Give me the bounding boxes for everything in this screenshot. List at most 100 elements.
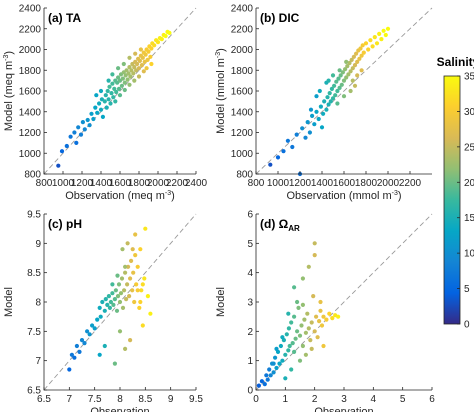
data-point (125, 77, 130, 82)
x-tick-label: 0 (253, 394, 259, 405)
data-point (114, 89, 119, 95)
data-point (324, 107, 329, 112)
data-point (107, 84, 112, 89)
data-point (128, 74, 133, 79)
x-tick-label: 2400 (185, 178, 208, 189)
data-point (326, 78, 331, 83)
data-point (120, 305, 126, 310)
data-point (89, 111, 94, 116)
data-point (338, 73, 343, 78)
data-point (314, 94, 319, 99)
data-point (132, 65, 137, 70)
data-point (112, 361, 117, 366)
x-tick-label: 1000 (52, 178, 75, 189)
data-point (350, 66, 355, 71)
y-tick-label: 3 (247, 298, 253, 309)
x-tick-label: 1800 (355, 178, 378, 189)
y-axis-label: Model (3, 287, 15, 317)
data-point (122, 87, 127, 93)
colorbar-gradient (443, 75, 461, 325)
data-point (125, 241, 130, 246)
y-tick-label: 7.5 (27, 327, 41, 338)
panel-4: 0 1 2 3 4 5 6 0 1 2 3 4 5 6 (d) ΩAR Observation Model (215, 210, 435, 412)
data-point (108, 299, 113, 305)
data-point (359, 68, 364, 73)
colorbar-ticks: 0 5 10 15 20 25 30 35 (457, 72, 474, 331)
data-point (127, 55, 132, 60)
data-point (271, 361, 276, 366)
data-point (116, 282, 122, 287)
data-point (69, 352, 74, 357)
data-point (110, 72, 115, 77)
data-point (293, 336, 298, 341)
y-tick-label: 1600 (19, 87, 42, 98)
data-point (351, 54, 356, 59)
data-point (262, 382, 267, 387)
data-point (145, 294, 150, 299)
data-point (274, 346, 279, 351)
data-point (67, 367, 72, 372)
y-tick-label: 800 (236, 170, 253, 181)
data-point (123, 346, 128, 351)
y-tick-label: 9 (35, 239, 41, 250)
data-point (115, 294, 121, 299)
colorbar-tick-label: 15 (464, 213, 474, 224)
data-point (131, 71, 136, 76)
data-point (94, 93, 99, 98)
data-point (59, 149, 65, 154)
data-point (111, 302, 116, 307)
data-point (148, 311, 153, 316)
x-tick-label: 8.5 (138, 394, 152, 405)
data-point (280, 335, 285, 340)
x-tick-label: 4 (371, 394, 377, 405)
data-point (305, 311, 310, 316)
y-tick-label: 2200 (231, 24, 254, 35)
data-point (87, 123, 92, 128)
data-point (368, 38, 373, 43)
panels-group: 800 1000120014001600180020002200240080010… (3, 4, 435, 412)
scatter-points (67, 226, 153, 372)
data-point (330, 73, 336, 78)
x-tick-label: 1600 (333, 178, 356, 189)
data-point (126, 264, 131, 269)
data-point (332, 83, 337, 88)
data-point (334, 79, 339, 84)
data-point (278, 343, 283, 349)
panel-title: (c) pH (48, 217, 82, 231)
one-to-one-line (255, 7, 433, 175)
data-point (348, 88, 353, 94)
x-tick-label: 3 (341, 394, 347, 405)
data-point (299, 323, 304, 328)
data-point (143, 52, 148, 57)
y-axis-label: Model (meq m-3) (3, 51, 15, 131)
data-point (300, 276, 305, 281)
data-point (99, 97, 104, 102)
data-point (310, 113, 315, 118)
data-point (110, 282, 115, 287)
data-point (315, 335, 320, 340)
data-point (280, 358, 285, 363)
data-point (283, 352, 288, 357)
data-point (87, 332, 92, 337)
data-point (116, 75, 121, 80)
data-point (139, 288, 144, 293)
data-point (110, 81, 115, 86)
y-tick-label: 1800 (19, 66, 42, 77)
y-tick-label: 1400 (19, 107, 42, 118)
data-point (137, 58, 142, 64)
data-point (136, 74, 142, 79)
data-point (127, 82, 132, 87)
data-point (318, 299, 323, 305)
scatter-points (256, 241, 341, 388)
data-point (114, 308, 120, 313)
data-point (311, 294, 316, 299)
data-point (385, 26, 391, 31)
y-tick-label: 1000 (231, 149, 254, 160)
data-point (329, 86, 334, 91)
data-point (327, 91, 332, 96)
panel-2: 800 1000 1200 1400 1600 1800 2000 2200800100012… (215, 4, 433, 202)
data-point (286, 326, 291, 331)
data-point (126, 71, 131, 76)
data-point (268, 162, 273, 167)
data-point (309, 346, 314, 351)
